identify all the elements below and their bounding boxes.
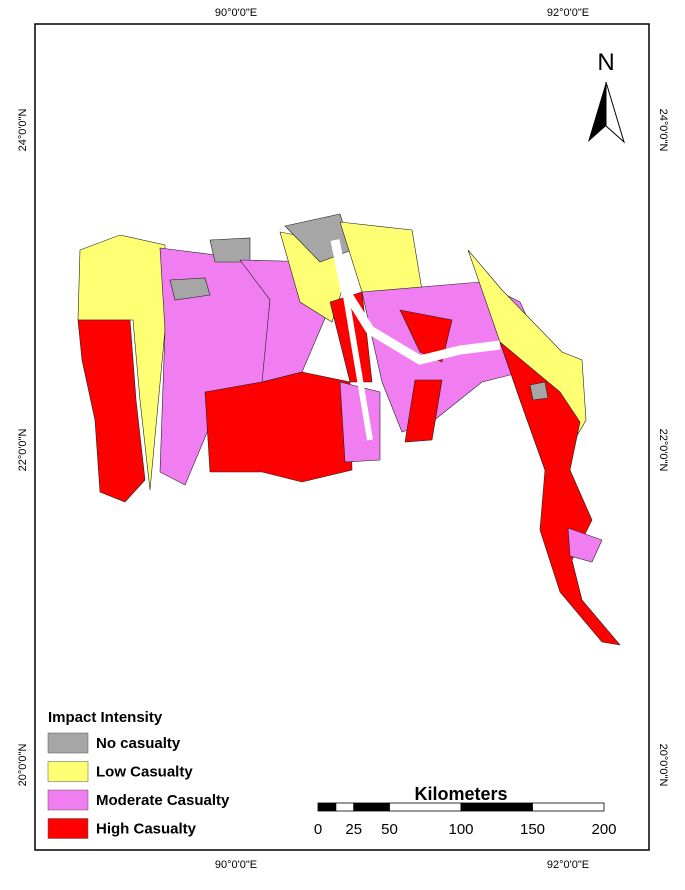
- scale-tick-label: 100: [448, 821, 473, 838]
- scale-segment: [353, 802, 390, 812]
- legend-swatch: [47, 789, 89, 811]
- latitude-label: 20°0'0"N: [17, 744, 29, 787]
- region: [567, 527, 603, 563]
- scale-bar: 0 25 50 100 150 200: [314, 802, 617, 838]
- region: [204, 371, 353, 483]
- north-label: N: [597, 49, 614, 76]
- latitude-label: 24°0'0"N: [17, 109, 29, 152]
- latitude-label: 20°0'0"N: [657, 744, 669, 787]
- river: [330, 239, 501, 365]
- legend-swatch: [47, 732, 89, 754]
- region: [77, 319, 146, 503]
- scale-segment: [460, 802, 533, 812]
- longitude-label: 90°0'0"E: [215, 859, 257, 871]
- legend-label: No casualty: [96, 735, 181, 752]
- legend-swatch: [47, 818, 89, 839]
- scale-segment: [532, 802, 605, 812]
- latitude-label: 22°0'0"N: [17, 429, 29, 472]
- north-arrow: N: [588, 49, 625, 144]
- north-arrow-right: [605, 81, 625, 144]
- region: [169, 277, 211, 301]
- region: [399, 309, 453, 363]
- longitude-label: 92°0'0"E: [547, 859, 589, 871]
- latitude-label: 24°0'0"N: [657, 109, 669, 152]
- longitude-label: 90°0'0"E: [215, 7, 257, 19]
- scale-segment: [389, 802, 462, 812]
- region: [499, 341, 621, 646]
- scale-tick-label: 150: [520, 821, 545, 838]
- legend-label: High Casualty: [96, 821, 197, 838]
- scale-tick-label: 0: [314, 821, 322, 838]
- scale-tick-label: 200: [591, 821, 616, 838]
- latitude-label: 22°0'0"N: [657, 429, 669, 472]
- region: [404, 379, 443, 443]
- scale-title: Kilometers: [414, 784, 507, 804]
- legend-title: Impact Intensity: [48, 709, 163, 726]
- region: [209, 237, 251, 263]
- scale-segment: [317, 802, 337, 812]
- region: [339, 381, 381, 463]
- legend-label: Low Casualty: [96, 764, 193, 781]
- scale-tick-label: 25: [345, 821, 362, 838]
- map-regions: [77, 213, 621, 646]
- region: [529, 381, 549, 401]
- legend-label: Moderate Casualty: [96, 792, 230, 809]
- scale-segment: [335, 802, 355, 812]
- scale-tick-label: 50: [381, 821, 398, 838]
- river: [342, 289, 373, 441]
- legend-swatch: [47, 761, 89, 782]
- longitude-label: 92°0'0"E: [547, 7, 589, 19]
- north-arrow-left: [588, 82, 606, 142]
- legend: No casualty Low Casualty Moderate Casualty…: [47, 732, 230, 839]
- graticule-labels: 90°0'0"E 92°0'0"E 90°0'0"E 92°0'0"E 24°0'0"N…: [17, 7, 669, 871]
